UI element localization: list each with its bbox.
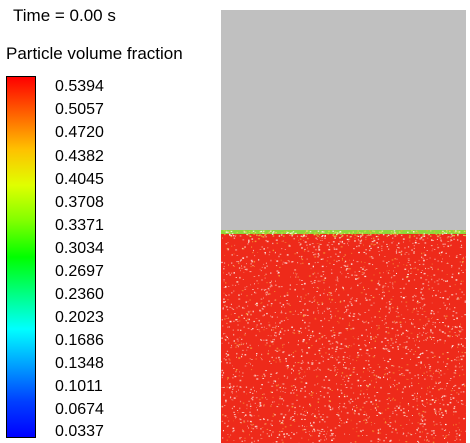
colorbar-tick-label: 0.0674 bbox=[55, 401, 104, 418]
colorbar-tick-label: 0.3034 bbox=[55, 240, 104, 257]
legend-title: Particle volume fraction bbox=[6, 44, 183, 63]
colorbar-tick-label: 0.5057 bbox=[55, 101, 104, 118]
colorbar-tick-label: 0.3371 bbox=[55, 217, 104, 234]
time-label: Time = 0.00 s bbox=[13, 6, 116, 25]
colorbar-tick-label: 0.0337 bbox=[55, 423, 104, 440]
particle-bed bbox=[221, 230, 466, 443]
colorbar-tick-label: 0.1348 bbox=[55, 355, 104, 372]
bed-surface-texture bbox=[223, 230, 466, 238]
colorbar-tick-label: 0.3708 bbox=[55, 194, 104, 211]
particle-texture bbox=[221, 234, 466, 443]
colorbar-tick-label: 0.2697 bbox=[55, 263, 104, 280]
colorbar-tick-label: 0.1011 bbox=[55, 378, 103, 395]
colorbar-tick-label: 0.4045 bbox=[55, 171, 104, 188]
particle-bed-fill bbox=[221, 231, 466, 443]
simulation-domain bbox=[221, 10, 466, 443]
colorbar-tick-label: 0.5394 bbox=[55, 78, 104, 95]
colorbar-tick-label: 0.4720 bbox=[55, 124, 104, 141]
colorbar bbox=[6, 76, 36, 438]
colorbar-tick-label: 0.4382 bbox=[55, 148, 104, 165]
colorbar-tick-label: 0.2360 bbox=[55, 286, 104, 303]
colorbar-tick-label: 0.2023 bbox=[55, 309, 104, 326]
colorbar-tick-label: 0.1686 bbox=[55, 332, 104, 349]
bed-surface-layer bbox=[221, 230, 466, 234]
